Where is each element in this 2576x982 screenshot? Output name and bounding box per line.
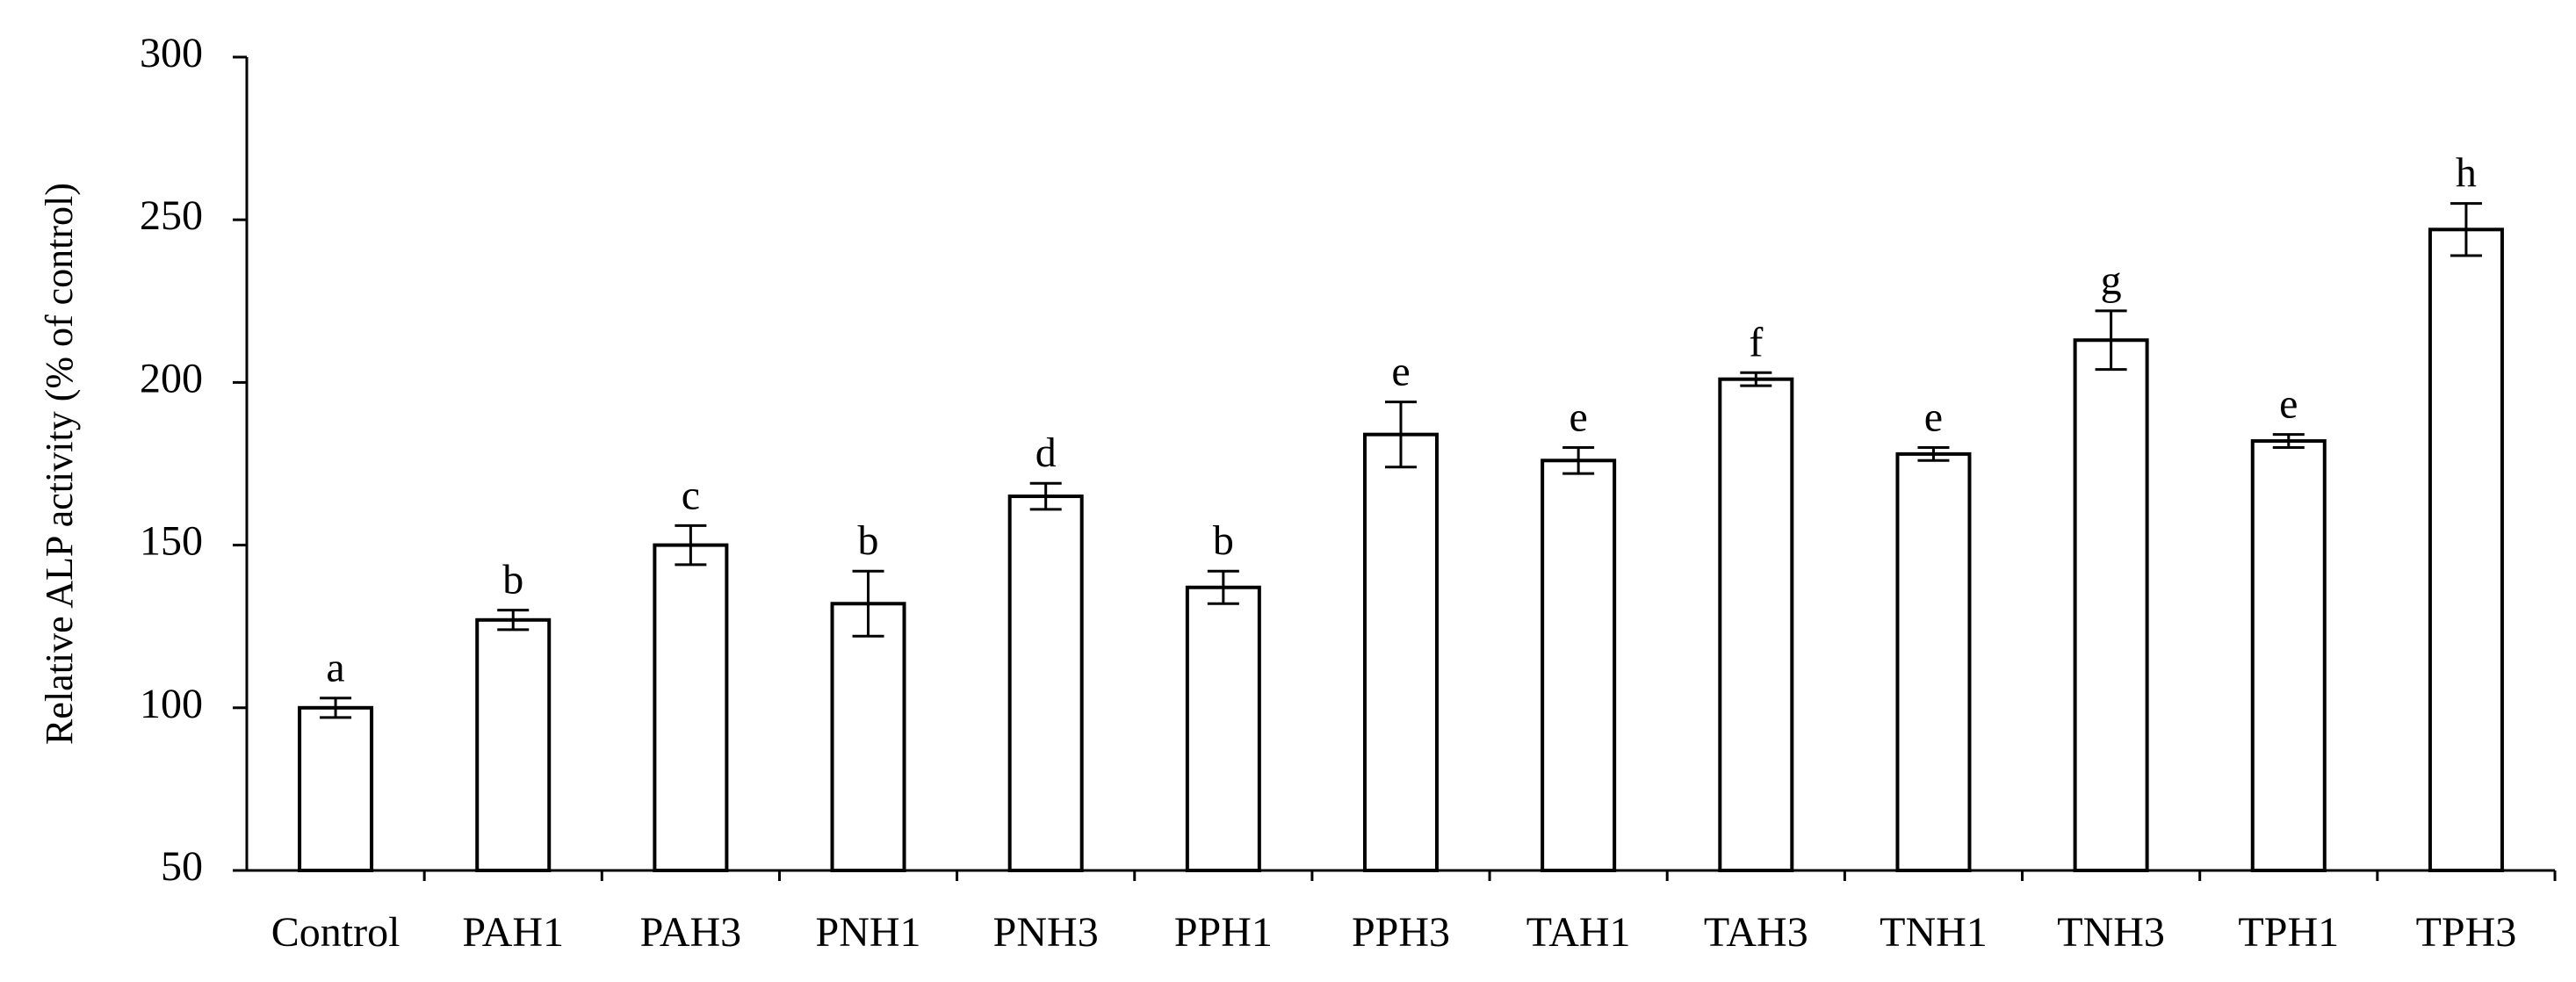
x-tick-label: PPH1 [1174,909,1273,956]
x-tick-label: TNH1 [1880,909,1988,956]
x-tick-label: PAH1 [462,909,564,956]
bar [1895,451,1972,872]
y-tick-label: 150 [140,518,203,565]
x-tick-label: PNH3 [993,909,1099,956]
bar [1718,377,1794,873]
bar [2073,338,2149,872]
x-tick-label: TPH3 [2416,909,2517,956]
significance-label: e [1391,349,1410,395]
bar [830,602,906,872]
significance-label: b [1213,517,1234,564]
bar [1541,459,1617,873]
y-tick-label: 250 [140,192,203,239]
bar [1363,432,1439,872]
significance-label: f [1749,319,1763,365]
significance-label: b [502,557,523,603]
y-axis-label: Relative ALP activity (% of control) [38,183,81,745]
x-tick-label: TAH3 [1704,909,1808,956]
y-tick-label: 50 [161,843,203,890]
significance-label: a [326,645,344,691]
significance-label: e [1569,394,1587,440]
significance-label: d [1035,430,1057,476]
significance-label: b [858,517,879,564]
x-tick-label: TAH1 [1526,909,1631,956]
y-tick-label: 300 [140,30,203,76]
x-tick-label: PAH3 [640,909,742,956]
x-tick-label: TPH1 [2238,909,2339,956]
y-tick-label: 200 [140,355,203,401]
significance-label: e [1924,394,1943,440]
bar [1185,585,1261,872]
bar [298,705,374,872]
significance-label: h [2456,150,2477,197]
significance-label: g [2101,257,2122,304]
bar [653,543,729,872]
bar [1007,495,1084,872]
x-tick-label: Control [271,909,400,956]
bar [475,617,552,872]
bar [2428,227,2504,872]
x-tick-label: PNH1 [816,909,921,956]
x-tick-label: TNH3 [2057,909,2165,956]
significance-label: c [682,472,700,518]
y-tick-label: 100 [140,681,203,727]
significance-label: e [2279,381,2298,428]
x-tick-label: PPH3 [1352,909,1450,956]
bar [2250,439,2327,872]
